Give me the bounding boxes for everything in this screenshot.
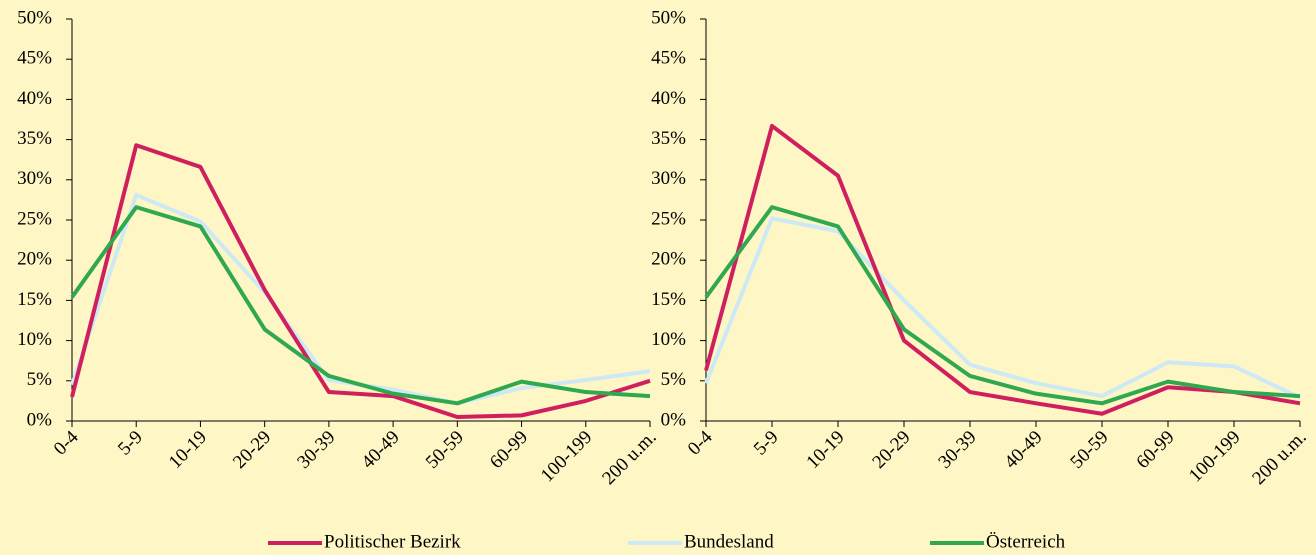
x-tick-label: 60-99 [1132,427,1178,473]
x-tick-label: 40-49 [1000,427,1046,473]
y-tick-label: 5% [661,369,687,390]
x-tick-label: 20-29 [229,427,275,473]
x-tick-label: 20-29 [868,427,914,473]
x-tick-label: 200 u.m. [598,427,660,489]
x-tick-label: 50-59 [422,427,468,473]
x-tick-label: 50-59 [1066,427,1112,473]
x-tick-label: 30-39 [293,427,339,473]
series-line [70,143,651,419]
y-tick-label: 45% [17,48,52,69]
series-line [704,205,1301,406]
y-tick-label: 0% [27,409,53,430]
series-line [704,123,1301,416]
y-tick-label: 15% [17,289,52,310]
y-tick-label: 20% [651,249,686,270]
x-tick-label: 5-9 [750,427,783,460]
y-tick-label: 25% [651,208,686,229]
legend-label: Österreich [986,531,1066,552]
y-tick-label: 0% [661,409,687,430]
x-tick-label: 0-4 [50,426,83,459]
series-line [704,216,1301,400]
x-tick-label: 10-19 [165,427,211,473]
y-tick-label: 5% [27,369,53,390]
y-tick-label: 50% [17,7,52,28]
y-tick-label: 40% [17,88,52,109]
y-tick-label: 45% [651,48,686,69]
x-tick-label: 5-9 [114,427,147,460]
y-tick-label: 25% [17,208,52,229]
y-tick-label: 10% [651,329,686,350]
x-tick-label: 100-199 [1185,427,1245,487]
y-tick-label: 30% [651,168,686,189]
series-line [70,193,651,406]
y-tick-label: 50% [651,7,686,28]
legend-label: Politischer Bezirk [324,531,461,552]
series-line [70,205,651,406]
x-tick-label: 0-4 [684,426,717,459]
y-tick-label: 35% [17,128,52,149]
legend-label: Bundesland [684,531,774,552]
y-tick-label: 15% [651,289,686,310]
x-tick-label: 100-199 [537,427,597,487]
x-tick-label: 200 u.m. [1248,427,1310,489]
y-tick-label: 20% [17,249,52,270]
x-tick-label: 30-39 [934,427,980,473]
y-tick-label: 40% [651,88,686,109]
x-tick-label: 40-49 [358,427,404,473]
y-tick-label: 10% [17,329,52,350]
x-tick-label: 60-99 [486,427,532,473]
y-tick-label: 35% [651,128,686,149]
x-tick-label: 10-19 [802,427,848,473]
y-tick-label: 30% [17,168,52,189]
